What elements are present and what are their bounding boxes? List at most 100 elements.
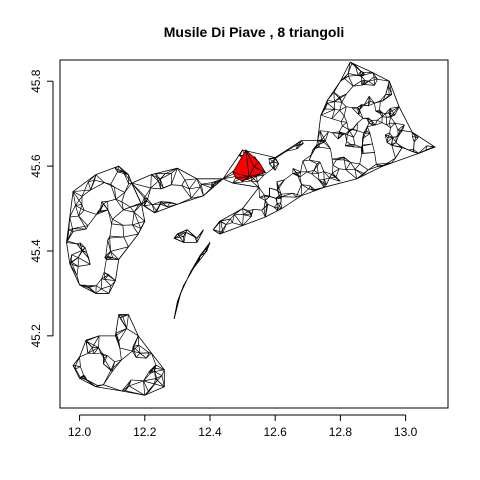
mesh-edge	[319, 161, 325, 172]
mesh-edge	[387, 84, 393, 95]
mesh-edge	[263, 167, 274, 176]
mesh-edge	[318, 179, 327, 185]
mesh-edge	[339, 131, 346, 135]
mesh-edge	[144, 204, 153, 206]
mesh-edge	[195, 261, 199, 264]
mesh-edge	[186, 229, 195, 237]
mesh-edge	[368, 96, 370, 106]
mesh-edge	[351, 107, 360, 111]
mesh-edge	[131, 182, 151, 189]
mesh-edge	[343, 77, 354, 87]
mesh-edge	[374, 103, 377, 112]
x-tick-label: 12.6	[264, 425, 288, 439]
mesh-edge	[286, 148, 297, 152]
mesh-edge	[277, 202, 281, 204]
mesh-edge	[101, 274, 109, 280]
mesh-edge	[220, 220, 227, 225]
mesh-edge	[77, 250, 83, 258]
mesh-edge	[119, 315, 123, 319]
region-outline	[66, 165, 146, 294]
mesh-edge	[220, 221, 224, 233]
mesh-edge	[345, 144, 355, 147]
mesh-edge	[311, 147, 317, 155]
mesh-edge	[342, 125, 349, 130]
mesh-edge	[160, 201, 168, 208]
mesh-edge	[184, 179, 190, 190]
mesh-edge	[386, 137, 393, 143]
mesh-edge	[387, 136, 393, 139]
mesh-edge	[115, 328, 127, 337]
mesh-edge	[333, 81, 341, 93]
region-outline	[72, 314, 165, 396]
highlighted-region	[232, 148, 267, 182]
mesh-edge	[193, 263, 197, 268]
mesh-edge	[323, 171, 332, 175]
mesh-edge	[292, 168, 301, 178]
mesh-edge	[101, 272, 105, 280]
mesh-edge	[363, 132, 371, 134]
mesh-edge	[81, 204, 85, 211]
mesh-edge	[144, 197, 148, 200]
mesh-edge	[364, 100, 371, 106]
mesh-edge	[364, 72, 374, 76]
x-axis: 12.0 12.2 12.4 12.6 12.8 13.0	[68, 414, 418, 439]
mesh-edge	[353, 137, 355, 145]
mesh-edge	[277, 179, 285, 191]
mesh-edge	[69, 263, 79, 267]
mesh-edge	[97, 384, 104, 386]
mesh-edge	[86, 252, 91, 265]
mesh-edge	[327, 103, 336, 110]
mesh-edge	[341, 121, 347, 123]
mesh-edge	[111, 223, 123, 226]
region-south-block	[72, 314, 165, 396]
mesh-edge	[265, 204, 269, 218]
mesh-edge	[196, 229, 204, 239]
mesh-edge	[248, 208, 254, 212]
mesh-edge	[413, 137, 419, 143]
mesh-edge	[181, 179, 186, 186]
mesh-edge	[311, 172, 319, 175]
mesh-edge	[301, 184, 311, 187]
mesh-edge	[273, 161, 276, 171]
mesh-edge	[362, 132, 365, 139]
mesh-edge	[109, 238, 111, 252]
mesh-edge	[188, 267, 194, 277]
mesh-edge	[167, 203, 178, 208]
mesh-edge	[318, 179, 325, 181]
mesh-edge	[386, 116, 391, 118]
mesh-edge	[138, 344, 150, 354]
mesh-edge	[327, 92, 335, 101]
mesh-edge	[154, 371, 158, 381]
mesh-edge	[256, 174, 264, 177]
mesh-edge	[339, 106, 347, 111]
mesh-edge	[81, 181, 89, 197]
mesh-edge	[103, 272, 116, 281]
mesh-edge	[318, 171, 324, 174]
mesh-edge	[301, 140, 304, 144]
mesh-edge	[343, 115, 348, 123]
mesh-edge	[330, 148, 333, 160]
mesh-edge	[136, 357, 147, 359]
mesh-edge	[174, 236, 184, 239]
mesh-edge	[264, 195, 266, 201]
mesh-edge	[269, 187, 278, 192]
mesh-edge	[264, 194, 270, 197]
mesh-edge	[75, 366, 81, 370]
mesh-edge	[353, 130, 358, 138]
mesh-edge	[375, 122, 383, 126]
mesh-edge	[408, 149, 414, 153]
mesh-edge	[352, 129, 358, 132]
mesh-edge	[374, 79, 378, 86]
mesh-edge	[332, 156, 344, 160]
mesh-edge	[103, 272, 109, 276]
mesh-edge	[141, 197, 145, 205]
mesh-edge	[106, 257, 113, 260]
region-lido-strip	[173, 242, 211, 319]
mesh-edge	[183, 232, 187, 243]
mesh-edge	[222, 170, 234, 180]
mesh-edge	[266, 203, 269, 206]
mesh-edge	[144, 198, 148, 206]
mesh-edge	[337, 131, 340, 139]
mesh-edge	[75, 196, 83, 206]
mesh-edge	[399, 124, 405, 132]
